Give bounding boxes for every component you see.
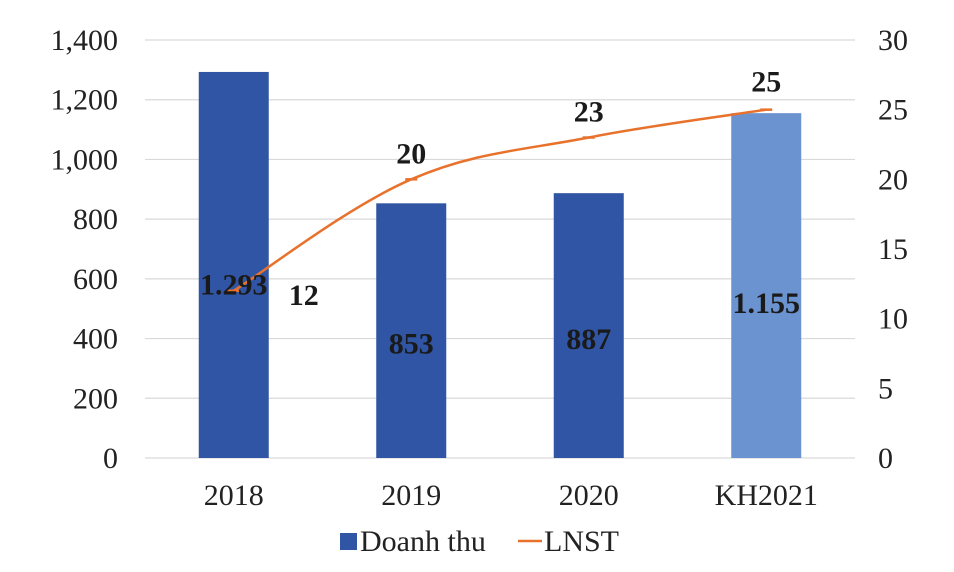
bar-2018 [198, 71, 269, 458]
right-tick-label: 5 [878, 372, 893, 405]
right-tick-label: 0 [878, 442, 893, 475]
line-value-label: 20 [396, 137, 426, 170]
bar-value-label: 1.155 [733, 287, 801, 320]
legend-label-doanh-thu: Doanh thu [360, 525, 486, 558]
right-tick-label: 15 [878, 233, 908, 266]
x-axis: 2018 2019 2020 KH2021 [204, 479, 818, 512]
bar-2019 [376, 203, 447, 458]
profit-line [227, 108, 773, 293]
x-tick-label: KH2021 [715, 479, 818, 512]
x-tick-label: 2020 [559, 479, 619, 512]
left-tick-label: 0 [103, 442, 118, 475]
line-value-label: 12 [289, 279, 319, 312]
legend-swatch-doanh-thu [340, 533, 357, 550]
legend-label-lnst: LNST [544, 525, 619, 558]
left-tick-label: 1,400 [51, 24, 119, 57]
line-value-label: 23 [574, 96, 604, 129]
x-tick-label: 2018 [204, 479, 264, 512]
right-tick-label: 25 [878, 94, 908, 127]
legend: Doanh thu LNST [340, 525, 619, 558]
right-y-axis: 0 5 10 15 20 25 30 [878, 24, 908, 475]
bar-value-label: 853 [389, 327, 434, 360]
right-tick-label: 30 [878, 24, 908, 57]
left-tick-label: 600 [73, 263, 118, 296]
bar-kh2021 [731, 113, 802, 459]
right-tick-label: 20 [878, 163, 908, 196]
left-tick-label: 1,200 [51, 84, 119, 117]
bar-value-label: 887 [566, 323, 611, 356]
x-tick-label: 2019 [381, 479, 441, 512]
left-tick-label: 400 [73, 323, 118, 356]
left-tick-label: 1,000 [51, 143, 119, 176]
bar-2020 [553, 193, 624, 458]
left-tick-label: 800 [73, 203, 118, 236]
revenue-bars [198, 71, 802, 459]
lnst-line [233, 108, 767, 292]
data-labels: 1.293 853 887 1.155 12 20 23 25 [200, 66, 800, 361]
left-y-axis: 0 200 400 600 800 1,000 1,200 1,400 [51, 24, 119, 475]
right-tick-label: 10 [878, 303, 908, 336]
line-value-label: 25 [751, 66, 781, 99]
left-tick-label: 200 [73, 382, 118, 415]
bar-value-label: 1.293 [200, 268, 268, 301]
